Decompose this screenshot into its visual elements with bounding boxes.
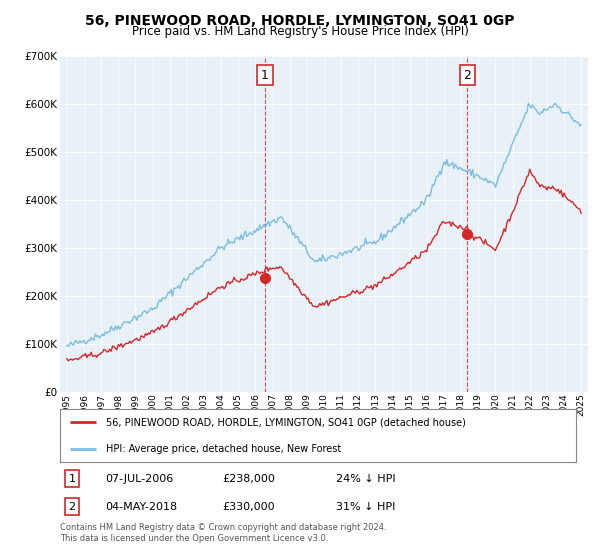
Text: Price paid vs. HM Land Registry's House Price Index (HPI): Price paid vs. HM Land Registry's House … — [131, 25, 469, 38]
Text: 56, PINEWOOD ROAD, HORDLE, LYMINGTON, SO41 0GP: 56, PINEWOOD ROAD, HORDLE, LYMINGTON, SO… — [85, 14, 515, 28]
Text: £330,000: £330,000 — [222, 502, 275, 512]
Text: 24% ↓ HPI: 24% ↓ HPI — [336, 474, 395, 484]
Text: 2: 2 — [68, 502, 76, 512]
Text: This data is licensed under the Open Government Licence v3.0.: This data is licensed under the Open Gov… — [60, 534, 328, 543]
Text: 31% ↓ HPI: 31% ↓ HPI — [336, 502, 395, 512]
Text: 1: 1 — [261, 69, 269, 82]
Text: 07-JUL-2006: 07-JUL-2006 — [105, 474, 173, 484]
Text: 2: 2 — [464, 69, 472, 82]
Text: Contains HM Land Registry data © Crown copyright and database right 2024.: Contains HM Land Registry data © Crown c… — [60, 523, 386, 532]
Text: 04-MAY-2018: 04-MAY-2018 — [105, 502, 177, 512]
Text: £238,000: £238,000 — [222, 474, 275, 484]
Text: 1: 1 — [68, 474, 76, 484]
Text: 56, PINEWOOD ROAD, HORDLE, LYMINGTON, SO41 0GP (detached house): 56, PINEWOOD ROAD, HORDLE, LYMINGTON, SO… — [106, 417, 466, 427]
Text: HPI: Average price, detached house, New Forest: HPI: Average price, detached house, New … — [106, 444, 341, 454]
